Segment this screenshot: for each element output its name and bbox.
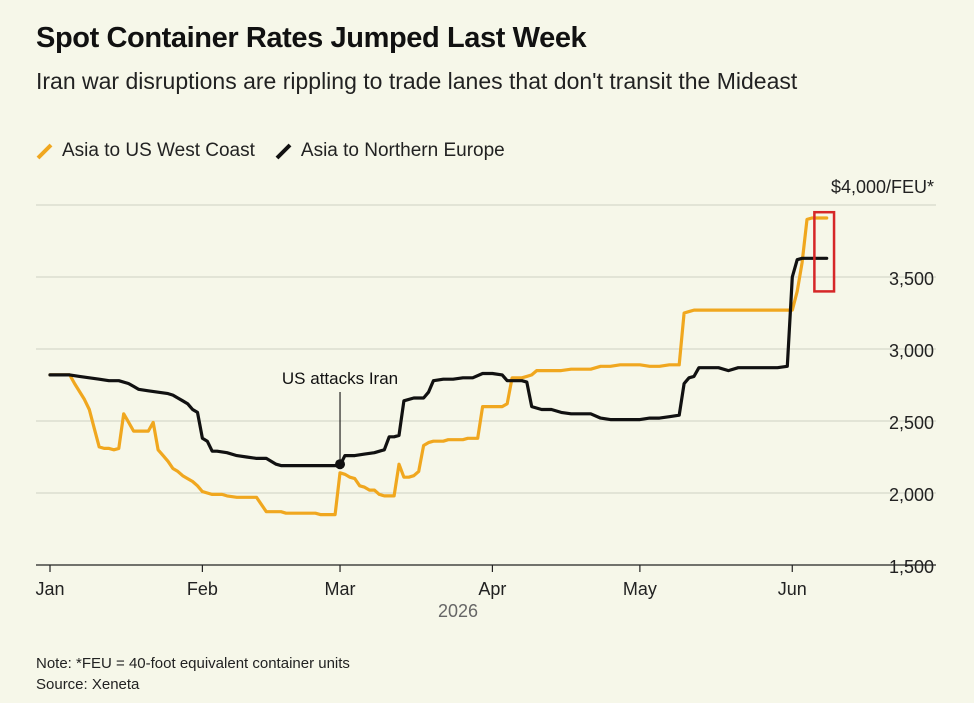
legend-item-northern-europe: Asia to Northern Europe [275, 140, 505, 162]
annotation-label: US attacks Iran [282, 369, 398, 388]
legend-label-northern-europe: Asia to Northern Europe [300, 140, 505, 161]
gridlines [36, 204, 936, 494]
legend-label-us-west-coast: Asia to US West Coast [62, 140, 255, 161]
series-line-asia-to-us-west-coast [48, 216, 829, 517]
annotation: US attacks Iran [282, 210, 836, 470]
legend-item-us-west-coast: Asia to US West Coast [36, 140, 255, 162]
annotation-marker [335, 459, 346, 470]
legend-swatch-northern-europe [275, 143, 292, 160]
footnote-note: Note: *FEU = 40-foot equivalent containe… [36, 655, 350, 672]
series-lines [48, 216, 829, 517]
legend: Asia to US West Coast Asia to Northern E… [36, 140, 525, 162]
y-tick-label-3000: 3,000 [889, 341, 934, 361]
chart-title: Spot Container Rates Jumped Last Week [36, 22, 587, 54]
x-tick-label-jun: Jun [778, 579, 807, 599]
legend-line-us-west-coast [36, 143, 53, 160]
x-tick-label-feb: Feb [187, 579, 218, 599]
x-tick-label-mar: Mar [325, 579, 356, 599]
x-tick-label-jan: Jan [35, 579, 64, 599]
x-axis: Jan Feb Mar Apr May Jun 2026 [35, 564, 936, 621]
legend-line-northern-europe [275, 143, 292, 160]
y-tick-label-2500: 2,500 [889, 413, 934, 433]
series-line-asia-to-northern-europe [48, 256, 829, 468]
x-axis-title: 2026 [438, 601, 478, 621]
y-tick-label-2000: 2,000 [889, 485, 934, 505]
y-axis-ticks: 1,500 2,000 2,500 3,000 3,500 $4,000/FEU* [831, 177, 934, 577]
x-tick-label-may: May [623, 579, 657, 599]
footnote-source: Source: Xeneta [36, 676, 140, 693]
y-tick-label-1500: 1,500 [889, 557, 934, 577]
y-tick-label-3500: 3,500 [889, 269, 934, 289]
line-chart: 1,500 2,000 2,500 3,000 3,500 $4,000/FEU* Jan… [35, 177, 936, 621]
x-tick-label-apr: Apr [478, 579, 506, 599]
chart-subtitle: Iran war disruptions are rippling to tra… [36, 68, 798, 94]
legend-swatch-us-west-coast [36, 143, 53, 160]
footnote: Note: *FEU = 40-foot equivalent containe… [36, 653, 350, 695]
y-tick-label-4000: $4,000/FEU* [831, 177, 934, 197]
highlight-box [813, 210, 836, 293]
